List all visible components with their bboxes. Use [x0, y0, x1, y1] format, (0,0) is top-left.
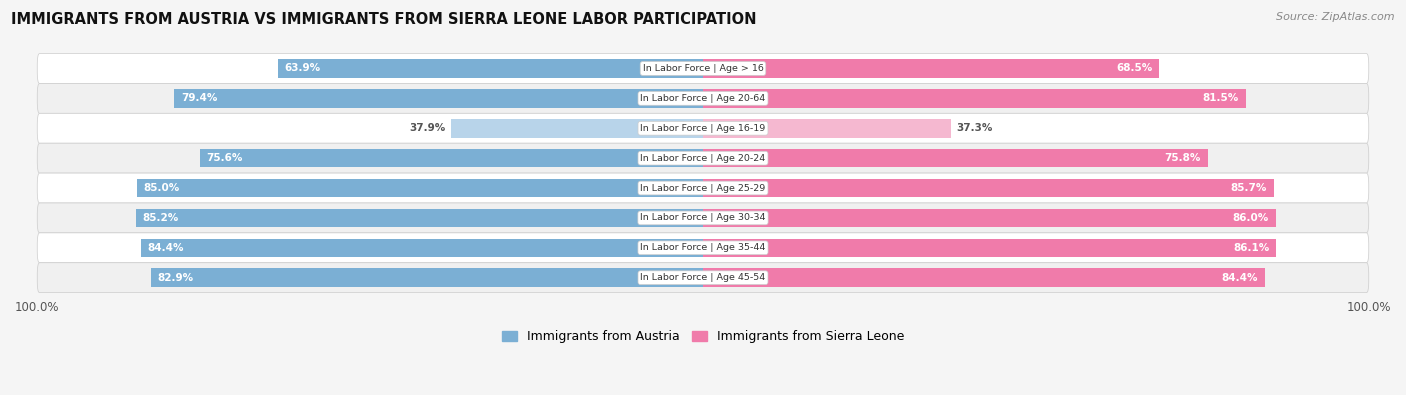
Text: 37.9%: 37.9%: [409, 123, 446, 133]
FancyBboxPatch shape: [37, 83, 1369, 113]
Legend: Immigrants from Austria, Immigrants from Sierra Leone: Immigrants from Austria, Immigrants from…: [502, 330, 904, 343]
Bar: [703, 89, 1246, 107]
FancyBboxPatch shape: [37, 173, 1369, 203]
Bar: [703, 149, 1208, 167]
FancyBboxPatch shape: [37, 113, 1369, 143]
Text: 75.6%: 75.6%: [207, 153, 243, 163]
Text: In Labor Force | Age 16-19: In Labor Force | Age 16-19: [640, 124, 766, 133]
Bar: [174, 89, 703, 107]
Text: 84.4%: 84.4%: [1222, 273, 1258, 283]
Text: Source: ZipAtlas.com: Source: ZipAtlas.com: [1277, 12, 1395, 22]
Bar: [703, 209, 1275, 227]
Bar: [451, 119, 703, 137]
Text: In Labor Force | Age 20-64: In Labor Force | Age 20-64: [640, 94, 766, 103]
Text: 82.9%: 82.9%: [157, 273, 194, 283]
Bar: [703, 239, 1277, 257]
Text: 86.0%: 86.0%: [1233, 213, 1268, 223]
Text: In Labor Force | Age 25-29: In Labor Force | Age 25-29: [640, 184, 766, 192]
Bar: [150, 269, 703, 287]
Text: 37.3%: 37.3%: [956, 123, 993, 133]
FancyBboxPatch shape: [37, 263, 1369, 293]
Bar: [141, 239, 703, 257]
Bar: [138, 179, 703, 198]
Bar: [703, 179, 1274, 198]
Bar: [277, 59, 703, 78]
Bar: [200, 149, 703, 167]
Text: 79.4%: 79.4%: [181, 93, 218, 103]
Text: In Labor Force | Age 35-44: In Labor Force | Age 35-44: [640, 243, 766, 252]
Text: 63.9%: 63.9%: [284, 64, 321, 73]
Text: In Labor Force | Age > 16: In Labor Force | Age > 16: [643, 64, 763, 73]
Bar: [703, 269, 1265, 287]
Text: 84.4%: 84.4%: [148, 243, 184, 253]
Text: In Labor Force | Age 30-34: In Labor Force | Age 30-34: [640, 213, 766, 222]
FancyBboxPatch shape: [37, 203, 1369, 233]
Bar: [136, 209, 703, 227]
Text: IMMIGRANTS FROM AUSTRIA VS IMMIGRANTS FROM SIERRA LEONE LABOR PARTICIPATION: IMMIGRANTS FROM AUSTRIA VS IMMIGRANTS FR…: [11, 12, 756, 27]
FancyBboxPatch shape: [37, 143, 1369, 173]
Text: 85.0%: 85.0%: [143, 183, 180, 193]
Text: 85.7%: 85.7%: [1230, 183, 1267, 193]
FancyBboxPatch shape: [37, 233, 1369, 263]
Text: 85.2%: 85.2%: [142, 213, 179, 223]
Text: 81.5%: 81.5%: [1202, 93, 1239, 103]
Text: 86.1%: 86.1%: [1233, 243, 1270, 253]
Text: In Labor Force | Age 20-24: In Labor Force | Age 20-24: [640, 154, 766, 163]
Text: In Labor Force | Age 45-54: In Labor Force | Age 45-54: [640, 273, 766, 282]
FancyBboxPatch shape: [37, 54, 1369, 83]
Bar: [703, 59, 1159, 78]
Text: 68.5%: 68.5%: [1116, 64, 1153, 73]
Bar: [703, 119, 952, 137]
Text: 75.8%: 75.8%: [1164, 153, 1201, 163]
